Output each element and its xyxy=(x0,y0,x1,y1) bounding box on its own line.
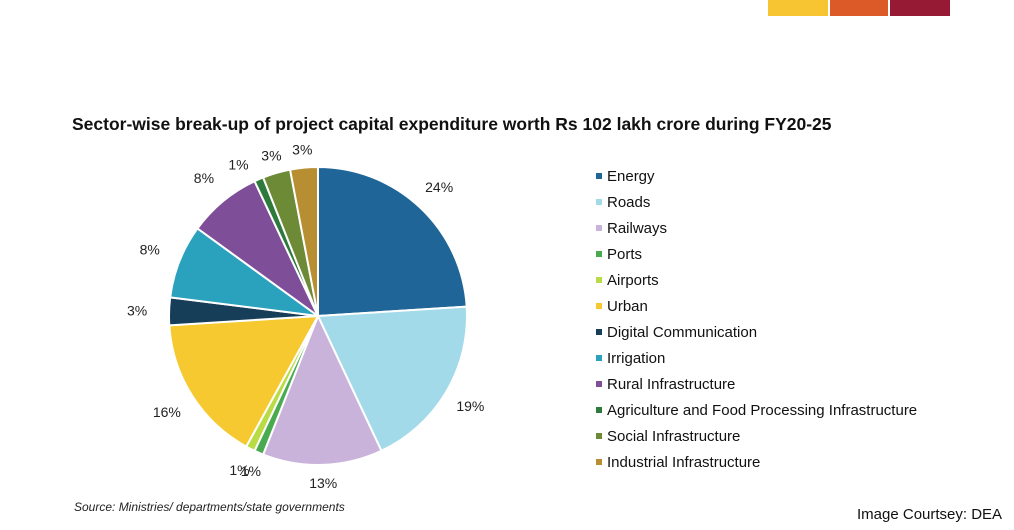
legend-item: Airports xyxy=(596,267,917,293)
legend-item: Rural Infrastructure xyxy=(596,371,917,397)
legend-item: Urban xyxy=(596,293,917,319)
brand-bar-yellow xyxy=(768,0,828,16)
legend-item: Agriculture and Food Processing Infrastr… xyxy=(596,397,917,423)
legend-label: Digital Communication xyxy=(607,323,758,341)
legend-swatch xyxy=(596,173,602,179)
pie-label-irrigation: 8% xyxy=(140,241,160,257)
legend-item: Social Infrastructure xyxy=(596,423,917,449)
legend-swatch xyxy=(596,225,602,231)
image-courtesy: Image Courtsey: DEA xyxy=(857,506,1003,523)
legend-label: Urban xyxy=(607,297,648,315)
pie-label-social-infrastructure: 3% xyxy=(261,148,281,164)
legend-item: Irrigation xyxy=(596,345,917,371)
legend-item: Ports xyxy=(596,241,917,267)
pie-label-industrial-infrastructure: 3% xyxy=(292,142,312,158)
pie-label-digital-communication: 3% xyxy=(127,302,147,318)
legend-item: Industrial Infrastructure xyxy=(596,449,917,475)
chart-legend: Energy Roads Railways Ports Airports Urban Dig… xyxy=(596,163,917,475)
legend-label: Railways xyxy=(607,219,668,237)
legend-swatch xyxy=(596,407,602,413)
pie-slice-industrial-infrastructure xyxy=(288,165,319,317)
legend-label: Ports xyxy=(607,245,643,263)
legend-swatch xyxy=(596,381,602,387)
pie-label-airports: 1% xyxy=(229,462,249,478)
legend-label: Airports xyxy=(607,271,659,289)
legend-label: Industrial Infrastructure xyxy=(607,453,761,471)
pie-label-rural-infrastructure: 8% xyxy=(194,170,214,186)
legend-label: Social Infrastructure xyxy=(607,427,741,445)
pie-label-railways: 13% xyxy=(309,475,337,491)
chart-title: Sector-wise break-up of project capital … xyxy=(72,114,832,134)
legend-swatch xyxy=(596,433,602,439)
legend-item: Roads xyxy=(596,189,917,215)
pie-label-ports: 1% xyxy=(241,463,261,479)
brand-bar-maroon xyxy=(890,0,950,16)
pie-slice-roads xyxy=(316,305,468,453)
legend-label: Energy xyxy=(607,167,655,185)
pie-label-urban: 16% xyxy=(153,404,181,420)
legend-swatch xyxy=(596,251,602,257)
legend-label: Irrigation xyxy=(607,349,666,367)
legend-swatch xyxy=(596,303,602,309)
legend-swatch xyxy=(596,355,602,361)
brand-bar-orange xyxy=(830,0,888,16)
legend-label: Roads xyxy=(607,193,651,211)
legend-item: Digital Communication xyxy=(596,319,917,345)
pie-slice-urban xyxy=(168,314,320,448)
pie-slice-energy xyxy=(317,165,468,318)
pie-label-energy: 24% xyxy=(425,179,453,195)
legend-item: Energy xyxy=(596,163,917,189)
legend-swatch xyxy=(596,459,602,465)
legend-label: Agriculture and Food Processing Infrastr… xyxy=(607,401,918,419)
legend-swatch xyxy=(596,329,602,335)
pie-label-roads: 19% xyxy=(456,398,484,414)
legend-swatch xyxy=(596,199,602,205)
pie-slice-railways xyxy=(261,313,383,466)
legend-label: Rural Infrastructure xyxy=(607,375,736,393)
legend-swatch xyxy=(596,277,602,283)
legend-item: Railways xyxy=(596,215,917,241)
pie-label-agriculture-and-food-processing-infrastructure: 1% xyxy=(228,157,248,173)
source-note: Source: Ministries/ departments/state go… xyxy=(74,500,345,514)
